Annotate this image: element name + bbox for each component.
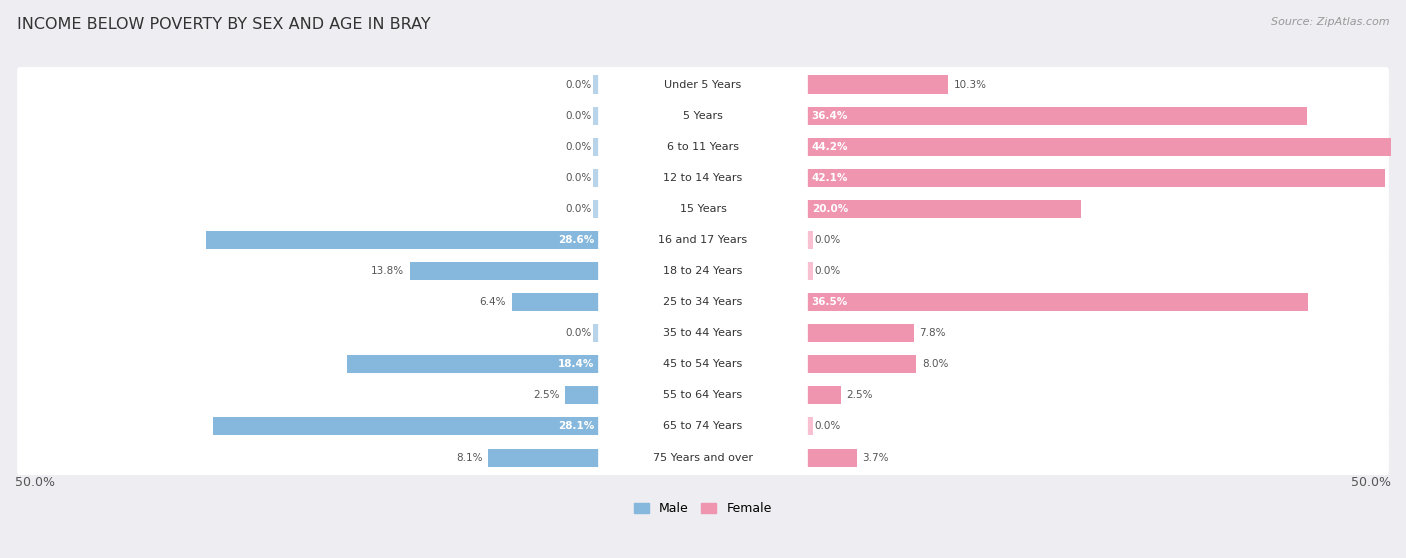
Text: 35 to 44 Years: 35 to 44 Years — [664, 328, 742, 338]
Text: 0.0%: 0.0% — [814, 235, 841, 245]
Text: Under 5 Years: Under 5 Years — [665, 79, 741, 89]
Bar — [806, 386, 841, 405]
FancyBboxPatch shape — [17, 378, 1389, 413]
FancyBboxPatch shape — [598, 133, 808, 160]
FancyBboxPatch shape — [17, 347, 1389, 382]
Text: 8.0%: 8.0% — [922, 359, 948, 369]
Bar — [347, 355, 600, 373]
Bar — [806, 75, 948, 94]
Text: INCOME BELOW POVERTY BY SEX AND AGE IN BRAY: INCOME BELOW POVERTY BY SEX AND AGE IN B… — [17, 17, 430, 32]
Text: 3.7%: 3.7% — [863, 453, 889, 463]
Bar — [488, 449, 600, 466]
Bar — [565, 386, 600, 405]
FancyBboxPatch shape — [598, 258, 808, 284]
Text: 50.0%: 50.0% — [1351, 476, 1391, 489]
Text: 50.0%: 50.0% — [15, 476, 55, 489]
Text: 18.4%: 18.4% — [558, 359, 595, 369]
Bar — [214, 417, 600, 435]
Bar — [593, 75, 600, 94]
Bar — [806, 355, 917, 373]
Bar — [207, 231, 600, 249]
FancyBboxPatch shape — [598, 71, 808, 98]
Text: 0.0%: 0.0% — [565, 110, 592, 121]
Text: 15 Years: 15 Years — [679, 204, 727, 214]
Bar — [512, 293, 600, 311]
Text: 12 to 14 Years: 12 to 14 Years — [664, 173, 742, 183]
Text: 36.5%: 36.5% — [811, 297, 848, 307]
FancyBboxPatch shape — [17, 129, 1389, 164]
Bar — [806, 417, 813, 435]
FancyBboxPatch shape — [598, 320, 808, 347]
Text: 42.1%: 42.1% — [811, 173, 848, 183]
Text: 6 to 11 Years: 6 to 11 Years — [666, 142, 740, 152]
Text: 2.5%: 2.5% — [533, 391, 560, 401]
FancyBboxPatch shape — [17, 160, 1389, 195]
Text: 65 to 74 Years: 65 to 74 Years — [664, 421, 742, 431]
Text: 20.0%: 20.0% — [811, 204, 848, 214]
Text: 2.5%: 2.5% — [846, 391, 873, 401]
Text: 28.6%: 28.6% — [558, 235, 595, 245]
Text: 45 to 54 Years: 45 to 54 Years — [664, 359, 742, 369]
Bar — [806, 169, 1385, 187]
Bar — [593, 324, 600, 342]
Text: 0.0%: 0.0% — [565, 204, 592, 214]
FancyBboxPatch shape — [17, 67, 1389, 102]
FancyBboxPatch shape — [598, 103, 808, 129]
Text: 10.3%: 10.3% — [953, 79, 987, 89]
Text: 0.0%: 0.0% — [565, 79, 592, 89]
Bar — [593, 200, 600, 218]
Text: 5 Years: 5 Years — [683, 110, 723, 121]
Text: 0.0%: 0.0% — [565, 142, 592, 152]
Bar — [806, 107, 1308, 124]
FancyBboxPatch shape — [17, 285, 1389, 320]
Bar — [806, 262, 813, 280]
Bar — [806, 293, 1309, 311]
Bar — [806, 200, 1081, 218]
Text: 8.1%: 8.1% — [457, 453, 482, 463]
Text: 0.0%: 0.0% — [565, 173, 592, 183]
FancyBboxPatch shape — [598, 382, 808, 408]
Legend: Male, Female: Male, Female — [630, 497, 776, 520]
FancyBboxPatch shape — [17, 191, 1389, 226]
FancyBboxPatch shape — [598, 196, 808, 222]
FancyBboxPatch shape — [17, 440, 1389, 475]
Bar — [411, 262, 600, 280]
Bar — [806, 449, 858, 466]
FancyBboxPatch shape — [17, 409, 1389, 444]
FancyBboxPatch shape — [17, 316, 1389, 350]
Bar — [593, 107, 600, 124]
Text: 28.1%: 28.1% — [558, 421, 595, 431]
Text: 16 and 17 Years: 16 and 17 Years — [658, 235, 748, 245]
FancyBboxPatch shape — [598, 227, 808, 253]
FancyBboxPatch shape — [598, 445, 808, 470]
Text: 36.4%: 36.4% — [811, 110, 848, 121]
Bar — [806, 231, 813, 249]
Text: Source: ZipAtlas.com: Source: ZipAtlas.com — [1271, 17, 1389, 27]
Bar — [593, 169, 600, 187]
Text: 13.8%: 13.8% — [371, 266, 405, 276]
Text: 0.0%: 0.0% — [814, 266, 841, 276]
Bar — [806, 138, 1406, 156]
Text: 7.8%: 7.8% — [920, 328, 945, 338]
Text: 18 to 24 Years: 18 to 24 Years — [664, 266, 742, 276]
FancyBboxPatch shape — [598, 413, 808, 440]
Text: 6.4%: 6.4% — [479, 297, 506, 307]
Text: 0.0%: 0.0% — [814, 421, 841, 431]
Bar — [806, 324, 914, 342]
FancyBboxPatch shape — [598, 289, 808, 315]
Text: 44.2%: 44.2% — [811, 142, 848, 152]
Text: 55 to 64 Years: 55 to 64 Years — [664, 391, 742, 401]
FancyBboxPatch shape — [17, 98, 1389, 133]
Text: 0.0%: 0.0% — [565, 328, 592, 338]
FancyBboxPatch shape — [598, 351, 808, 377]
FancyBboxPatch shape — [17, 223, 1389, 257]
FancyBboxPatch shape — [17, 254, 1389, 288]
FancyBboxPatch shape — [598, 165, 808, 191]
Text: 75 Years and over: 75 Years and over — [652, 453, 754, 463]
Text: 25 to 34 Years: 25 to 34 Years — [664, 297, 742, 307]
Bar — [593, 138, 600, 156]
